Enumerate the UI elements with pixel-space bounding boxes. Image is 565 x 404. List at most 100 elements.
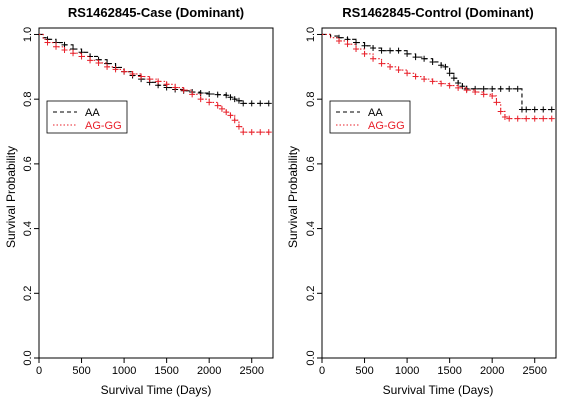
censor-mark bbox=[438, 80, 445, 87]
y-tick-label: 1.0 bbox=[22, 27, 34, 42]
censor-mark bbox=[489, 85, 496, 92]
legend-aa-label: AA bbox=[368, 107, 383, 119]
plot-frame bbox=[38, 27, 274, 359]
censor-mark bbox=[540, 106, 547, 113]
censor-mark bbox=[438, 62, 445, 69]
censor-mark bbox=[265, 100, 272, 107]
censor-mark bbox=[501, 113, 508, 120]
censor-mark bbox=[129, 70, 136, 77]
censor-mark bbox=[155, 78, 162, 85]
censor-mark bbox=[531, 115, 538, 122]
censor-mark bbox=[480, 91, 487, 98]
censor-mark bbox=[112, 66, 119, 73]
censor-mark bbox=[197, 96, 204, 103]
y-tick-label: 0.8 bbox=[305, 92, 317, 107]
censor-mark bbox=[370, 45, 377, 52]
censor-mark bbox=[463, 87, 470, 94]
censor-mark bbox=[206, 99, 213, 106]
censor-mark bbox=[61, 41, 68, 48]
censor-mark bbox=[138, 73, 145, 80]
censor-mark bbox=[412, 73, 419, 80]
censor-mark bbox=[497, 108, 504, 115]
censor-mark bbox=[523, 115, 530, 122]
censor-mark bbox=[95, 59, 102, 66]
y-tick-label: 0.0 bbox=[22, 350, 34, 365]
panel-control-plot: 0 500 1000 1500 2000 2500 0.0 0.2 0.4 0.6 0.8 1.0 bbox=[305, 27, 557, 377]
censor-mark bbox=[197, 90, 204, 97]
censor-mark bbox=[87, 57, 94, 64]
censor-mark bbox=[548, 115, 555, 122]
censor-mark bbox=[378, 60, 385, 67]
censor-mark bbox=[227, 112, 234, 119]
x-tick-label: 0 bbox=[319, 365, 325, 377]
y-tick-label: 0.8 bbox=[22, 92, 34, 107]
legend-ag-gg-label: AG-GG bbox=[85, 120, 122, 132]
censor-mark bbox=[172, 84, 179, 91]
series-aa-line bbox=[322, 33, 552, 111]
censor-mark bbox=[540, 115, 547, 122]
censor-mark bbox=[421, 76, 428, 83]
x-tick-label: 2000 bbox=[197, 365, 221, 377]
censor-mark bbox=[480, 85, 487, 92]
censor-mark bbox=[265, 129, 272, 136]
censor-mark bbox=[240, 100, 247, 107]
censor-mark bbox=[189, 91, 196, 98]
x-tick-label: 1000 bbox=[395, 365, 419, 377]
censor-mark bbox=[429, 58, 436, 65]
legend-box bbox=[46, 100, 128, 134]
x-tick-label: 1500 bbox=[437, 365, 461, 377]
censor-mark bbox=[218, 105, 225, 112]
censor-mark bbox=[489, 92, 496, 99]
censor-mark bbox=[421, 55, 428, 62]
x-tick-label: 500 bbox=[355, 365, 373, 377]
censor-mark bbox=[395, 47, 402, 54]
censor-mark bbox=[506, 85, 513, 92]
censor-mark bbox=[493, 99, 500, 106]
censor-mark bbox=[223, 92, 230, 99]
legend-aa-label: AA bbox=[85, 107, 100, 119]
y-tick-label: 0.2 bbox=[22, 286, 34, 301]
censor-mark bbox=[257, 129, 264, 136]
censor-mark bbox=[61, 47, 68, 53]
censor-mark bbox=[257, 100, 264, 107]
censor-mark bbox=[548, 106, 555, 113]
censor-mark bbox=[446, 70, 453, 77]
censor-mark bbox=[514, 85, 521, 92]
censor-mark bbox=[180, 87, 187, 94]
censor-mark bbox=[404, 50, 411, 57]
panel-control: RS1462845-Control (Dominant) 0 500 1000 150… bbox=[286, 5, 557, 397]
censor-mark bbox=[361, 42, 368, 49]
censor-mark bbox=[353, 46, 360, 53]
censor-mark bbox=[472, 89, 479, 96]
censor-mark bbox=[206, 91, 213, 97]
x-tick-label: 1500 bbox=[154, 365, 178, 377]
censor-mark bbox=[231, 96, 238, 103]
censor-mark bbox=[497, 85, 504, 92]
censor-mark bbox=[455, 84, 462, 91]
censor-mark bbox=[395, 67, 402, 74]
censor-mark bbox=[506, 115, 513, 122]
censor-mark bbox=[214, 91, 221, 98]
x-tick-label: 500 bbox=[72, 365, 90, 377]
censor-mark bbox=[404, 70, 411, 77]
y-tick-label: 0.6 bbox=[305, 156, 317, 171]
censor-mark bbox=[248, 100, 255, 107]
censor-mark bbox=[163, 81, 170, 88]
censor-mark bbox=[70, 50, 77, 57]
panel-control-x-axis-label: Survival Time (Days) bbox=[383, 383, 494, 397]
panel-case-legend: AA AG-GG bbox=[46, 100, 128, 134]
censor-mark bbox=[227, 94, 234, 101]
censor-mark bbox=[450, 75, 457, 82]
censor-mark bbox=[429, 78, 436, 85]
panel-case: RS1462845-Case (Dominant) 0 500 1000 1500 20… bbox=[4, 5, 274, 397]
y-tick-label: 0.0 bbox=[305, 350, 317, 365]
censor-mark bbox=[387, 63, 394, 70]
censor-mark bbox=[531, 106, 538, 113]
censor-mark bbox=[44, 39, 51, 46]
plot-frame bbox=[321, 27, 557, 359]
y-tick-label: 0.2 bbox=[305, 286, 317, 301]
y-tick-label: 0.4 bbox=[305, 221, 317, 236]
x-tick-label: 2500 bbox=[522, 365, 546, 377]
panel-control-legend: AA AG-GG bbox=[329, 100, 411, 134]
